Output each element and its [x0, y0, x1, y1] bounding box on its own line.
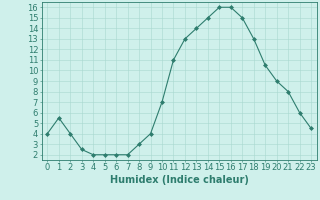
X-axis label: Humidex (Indice chaleur): Humidex (Indice chaleur) [110, 175, 249, 185]
